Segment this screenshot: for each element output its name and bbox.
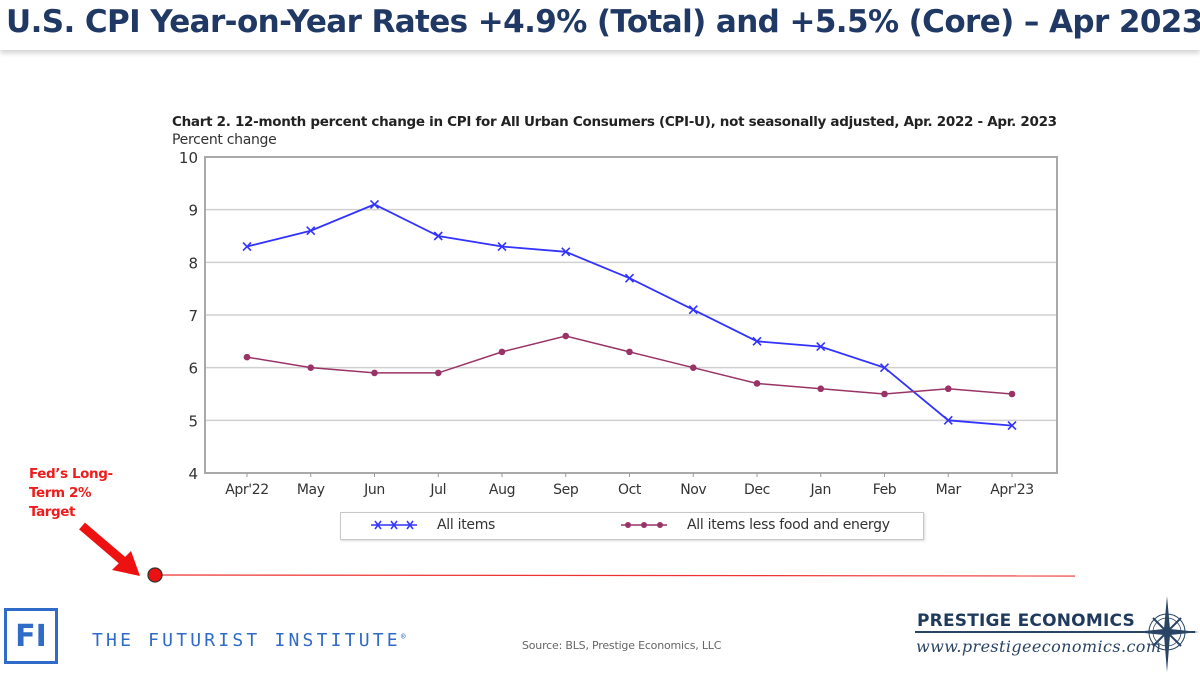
data-point	[944, 385, 952, 393]
x-tick-label: May	[297, 482, 325, 498]
legend-item-core: All items less food and energy	[619, 517, 890, 533]
data-point	[943, 415, 953, 425]
data-point	[369, 199, 380, 209]
y-tick-label: 5	[188, 412, 198, 430]
slide-header: U.S. CPI Year-on-Year Rates +4.9% (Total…	[0, 0, 1200, 50]
x-tick-label: Oct	[618, 482, 642, 498]
x-marker-line-icon	[371, 520, 417, 530]
x-tick-label: Jun	[363, 482, 385, 498]
series-line	[246, 335, 1013, 395]
fed-target-marker	[147, 567, 163, 583]
slide-title: U.S. CPI Year-on-Year Rates +4.9% (Total…	[6, 4, 1200, 40]
x-tick-label: Aug	[489, 482, 515, 498]
data-point	[434, 369, 442, 377]
org-name: THE FUTURIST INSTITUTE	[92, 630, 401, 651]
x-tick-label: Apr'23	[990, 482, 1033, 498]
data-point	[881, 390, 888, 398]
compass-star-icon	[1135, 596, 1199, 672]
data-point	[879, 363, 890, 373]
legend-item-all-items: All items	[369, 517, 495, 533]
y-tick-label: 10	[179, 149, 198, 167]
data-point	[1007, 421, 1017, 431]
x-tick-label: Jul	[429, 482, 446, 498]
x-tick-label: Feb	[873, 482, 897, 498]
data-point	[753, 380, 761, 387]
data-point	[817, 385, 825, 393]
y-tick-label: 6	[188, 360, 198, 378]
data-point	[243, 353, 251, 361]
x-tick-label: Sep	[553, 482, 579, 498]
y-tick-label: 7	[188, 307, 198, 325]
x-tick-label: Apr'22	[225, 482, 268, 498]
x-tick-label: Dec	[744, 482, 770, 498]
source-note: Source: BLS, Prestige Economics, LLC	[522, 639, 722, 652]
data-point	[562, 332, 570, 340]
y-tick-label: 4	[188, 465, 198, 483]
futurist-institute-name: THE FUTURIST INSTITUTE®	[92, 630, 406, 651]
annotation-line: Fed’s Long-	[29, 466, 113, 482]
legend-label: All items less food and energy	[687, 517, 890, 533]
fed-target-line	[154, 574, 1076, 577]
series-core	[243, 332, 1016, 398]
red-arrow-icon	[79, 522, 140, 576]
data-point	[433, 231, 443, 241]
y-tick-label: 9	[188, 202, 198, 220]
fed-target-annotation: Fed’s Long- Term 2% Target	[29, 465, 139, 522]
series-all-items	[242, 199, 1017, 431]
x-tick-label: Mar	[936, 482, 962, 498]
data-point	[688, 305, 698, 315]
annotation-line: Target	[29, 504, 76, 520]
chart-title: Chart 2. 12-month percent change in CPI …	[172, 114, 1057, 130]
data-point	[242, 241, 252, 252]
prestige-divider	[915, 631, 1195, 633]
data-point	[752, 336, 762, 346]
data-point	[689, 364, 697, 371]
data-point	[497, 241, 507, 252]
data-point	[371, 369, 378, 377]
dot-marker-line-icon	[621, 522, 667, 528]
data-point	[561, 247, 571, 257]
y-tick-label: 8	[188, 254, 198, 272]
x-tick-label: Jan	[810, 482, 831, 498]
x-tick-label: Nov	[680, 482, 706, 498]
data-point	[306, 226, 316, 236]
futurist-institute-logo: FI	[4, 608, 58, 664]
data-point	[1008, 390, 1016, 398]
chart-legend: All items All items less food and energy	[340, 512, 924, 540]
plot-area-frame	[204, 156, 1058, 474]
data-point	[816, 342, 826, 352]
y-axis-label: Percent change	[172, 132, 277, 148]
annotation-line: Term 2%	[29, 485, 92, 501]
prestige-url: www.prestigeeconomics.com	[916, 637, 1162, 656]
data-point	[626, 348, 633, 356]
prestige-economics-name: PRESTIGE ECONOMICS	[917, 611, 1135, 631]
data-point	[624, 273, 635, 283]
legend-label: All items	[437, 517, 496, 533]
data-point	[307, 364, 315, 371]
registered-mark: ®	[400, 632, 406, 641]
data-point	[498, 348, 506, 356]
